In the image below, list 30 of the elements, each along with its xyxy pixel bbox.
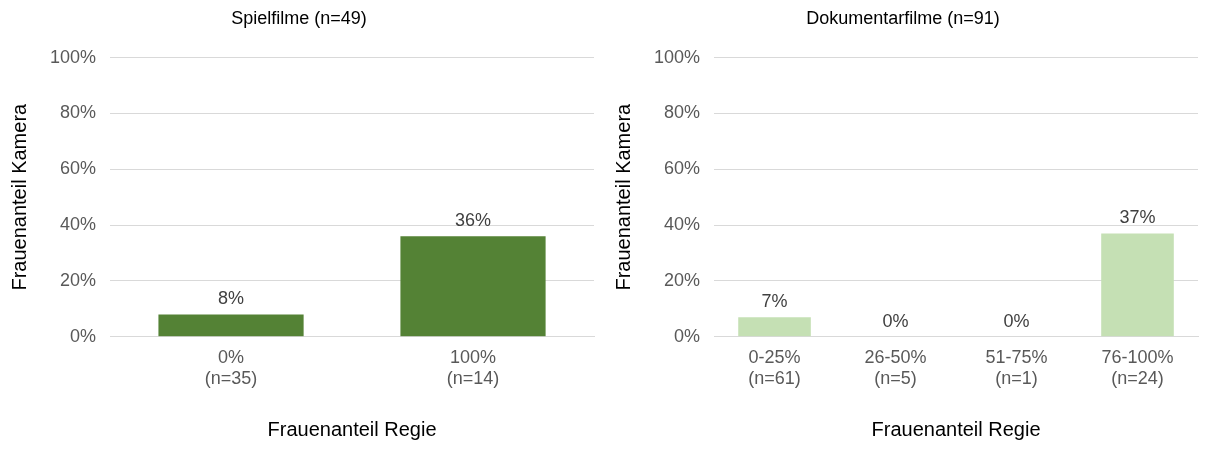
data-label: 7%: [761, 291, 788, 312]
chart-title: Dokumentarfilme (n=91): [806, 7, 1000, 28]
y-tick-label: 60%: [664, 158, 701, 179]
y-tick-label: 0%: [70, 325, 97, 346]
data-label: 36%: [454, 210, 492, 231]
y-tick-label: 60%: [60, 158, 97, 179]
y-tick-label: 100%: [653, 46, 701, 67]
x-tick-label: 0% (n=35): [204, 346, 258, 389]
y-tick-label: 40%: [664, 214, 701, 235]
y-tick-label: 0%: [674, 325, 701, 346]
y-tick-label: 80%: [60, 102, 97, 123]
chart-title: Spielfilme (n=49): [231, 7, 367, 28]
y-axis-title: Frauenanteil Kamera: [7, 102, 30, 291]
y-tick-label: 40%: [60, 214, 97, 235]
x-axis-title: Frauenanteil Regie: [267, 417, 437, 440]
x-tick-label: 0-25% (n=61): [748, 346, 801, 389]
data-label: 0%: [882, 310, 909, 331]
x-tick-label: 51-75% (n=1): [985, 346, 1048, 389]
data-label: 8%: [218, 288, 245, 309]
x-tick-label: 26-50% (n=5): [864, 346, 927, 389]
y-tick-label: 100%: [49, 46, 97, 67]
data-label: 0%: [1003, 310, 1030, 331]
x-axis-title: Frauenanteil Regie: [871, 417, 1041, 440]
x-tick-label: 100% (n=14): [446, 346, 500, 389]
data-label: 37%: [1119, 207, 1156, 228]
y-tick-label: 20%: [60, 269, 97, 290]
y-tick-label: 20%: [664, 269, 701, 290]
y-axis-title: Frauenanteil Kamera: [611, 102, 634, 291]
x-tick-label: 76-100% (n=24): [1101, 346, 1174, 389]
y-tick-label: 80%: [664, 102, 701, 123]
